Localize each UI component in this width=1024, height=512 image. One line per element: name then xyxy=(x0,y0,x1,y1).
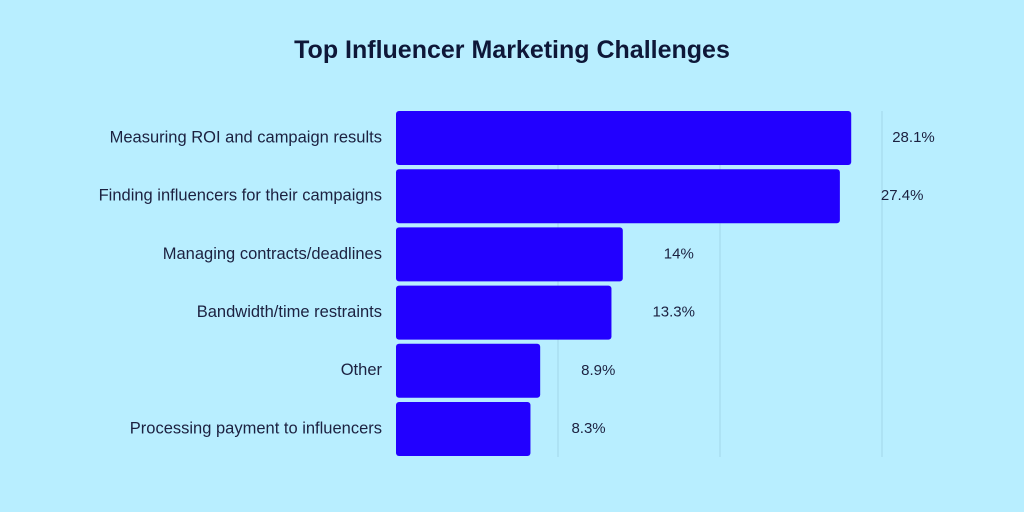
value-label-6: 8.3% xyxy=(571,420,605,437)
category-label-3: Managing contracts/deadlines xyxy=(163,245,382,263)
chart-title: Top Influencer Marketing Challenges xyxy=(294,36,730,64)
bar-6 xyxy=(396,402,531,456)
bar-4 xyxy=(396,285,612,340)
bar-5 xyxy=(396,343,541,398)
bar-3 xyxy=(396,227,623,282)
value-label-2: 27.4% xyxy=(881,187,924,204)
bar-2 xyxy=(396,169,840,224)
category-label-2: Finding influencers for their campaigns xyxy=(99,187,382,205)
value-label-4: 13.3% xyxy=(652,304,695,321)
value-label-5: 8.9% xyxy=(581,362,615,379)
bar-1 xyxy=(396,111,852,165)
category-label-5: Other xyxy=(341,361,383,379)
category-label-6: Processing payment to influencers xyxy=(130,419,382,437)
category-label-1: Measuring ROI and campaign results xyxy=(110,128,382,146)
value-label-3: 14% xyxy=(664,245,694,262)
category-label-4: Bandwidth/time restraints xyxy=(197,303,382,321)
value-label-1: 28.1% xyxy=(892,129,935,146)
